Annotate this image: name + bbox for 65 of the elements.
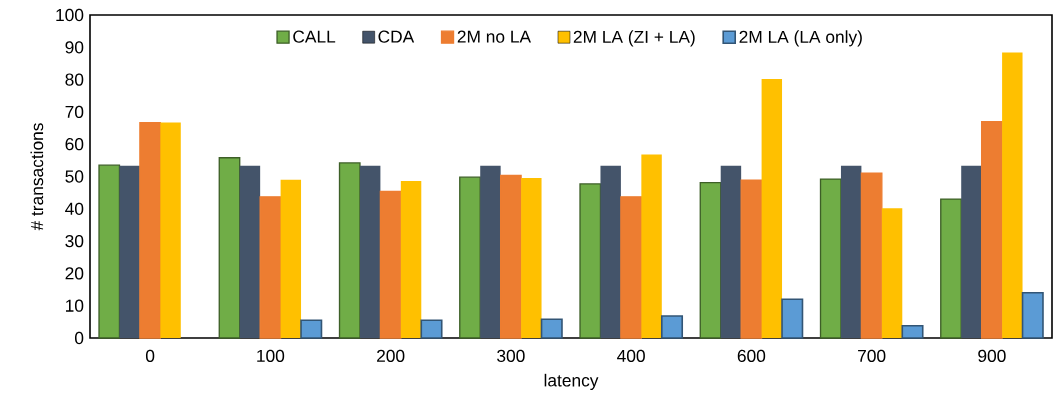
bar [98,164,121,339]
bar [540,318,563,339]
bar [761,78,783,338]
bar [600,165,621,338]
bar [359,165,381,338]
x-tick-label: 300 [497,349,525,363]
bar [259,196,282,339]
bar [660,315,684,339]
bar [459,176,481,339]
x-tick-label: 0 [145,349,155,363]
bar [239,165,261,338]
bar [901,324,924,339]
legend-label: CDA [378,30,415,43]
y-tick-label: 10 [65,299,84,312]
bar [1002,52,1023,338]
bar [379,190,402,339]
x-tick-label: 200 [377,349,405,363]
bar [940,198,962,339]
y-tick-label: 30 [65,234,84,248]
bar [860,172,883,339]
legend-label: 2M LA (LA only) [739,30,862,47]
bar [139,121,162,339]
y-tick-label: 40 [65,202,84,215]
x-tick-label: 700 [858,349,886,363]
bar [280,179,302,338]
bar [521,178,542,338]
bar [579,183,602,339]
x-axis-title: latency [544,373,599,390]
bar [641,154,662,338]
bar [740,179,763,339]
bar [699,181,722,339]
y-tick-label: 60 [65,138,84,151]
bar [119,165,140,338]
bar [840,165,862,338]
x-tick-label: 600 [737,349,766,363]
bar [400,181,422,338]
bar [1021,291,1044,339]
bar [300,319,323,339]
y-tick-label: 0 [74,331,84,345]
bar [720,165,742,338]
y-tick-label: 20 [65,267,84,280]
bar [620,196,643,339]
bar [961,165,982,338]
bar [338,162,361,339]
y-axis-title: # transactions [30,123,44,231]
bar [160,122,181,338]
bar [480,165,501,338]
y-tick-label: 70 [65,105,84,119]
legend-label: 2M LA (ZI + LA) [573,30,695,47]
y-tick-label: 90 [65,41,84,54]
bar [499,174,522,339]
y-tick-label: 50 [65,170,84,183]
y-tick-label: 100 [56,8,84,22]
bar [819,178,842,339]
x-tick-label: 400 [617,349,645,363]
legend-label: 2M no LA [457,30,531,43]
y-tick-label: 80 [65,73,84,86]
bar [218,157,241,339]
bar [881,208,903,338]
bar [420,319,443,339]
bar [781,298,804,339]
x-tick-label: 100 [257,349,285,363]
legend-label: CALL [293,30,336,43]
bar [980,120,1003,339]
x-tick-label: 900 [978,349,1006,363]
